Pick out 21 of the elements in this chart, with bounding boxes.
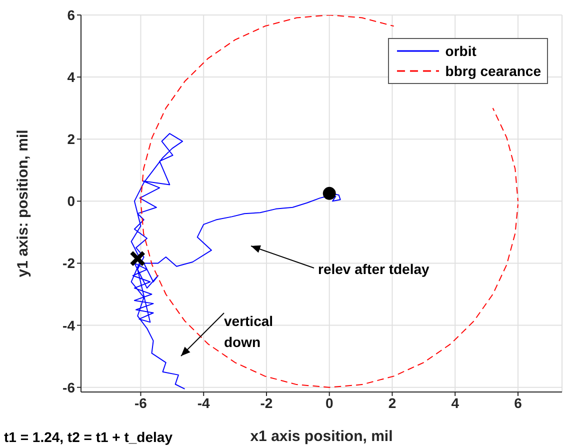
y-tick-label: -4 (62, 317, 76, 334)
y-tick-label: 2 (67, 131, 76, 148)
annotation: relev after tdelay (318, 261, 430, 277)
annotation: vertical down (224, 313, 274, 350)
y-tick-label: 4 (67, 69, 76, 86)
y-axis-title: y1 axis: position, mil (14, 130, 32, 278)
x-tick-label: -2 (260, 394, 273, 411)
x-tick-label: 6 (514, 394, 522, 411)
legend-label: bbrg cearance (445, 63, 541, 79)
x-tick-label: -6 (134, 394, 148, 411)
x-tick-label: 0 (325, 394, 334, 411)
legend-label: orbit (445, 43, 476, 59)
text: t1 = 1.24, t2 = t1 + t_delay (4, 429, 173, 445)
x-tick-label: 4 (451, 394, 460, 411)
x-axis-title: x1 axis position, mil (250, 428, 393, 445)
y-tick-label: 0 (67, 193, 76, 210)
y-tick-label: -6 (62, 379, 76, 396)
x-tick-label: -4 (197, 394, 210, 411)
y-tick-label: 6 (67, 6, 76, 23)
y-tick-label: -2 (62, 255, 76, 272)
x-tick-label: 2 (388, 394, 396, 411)
